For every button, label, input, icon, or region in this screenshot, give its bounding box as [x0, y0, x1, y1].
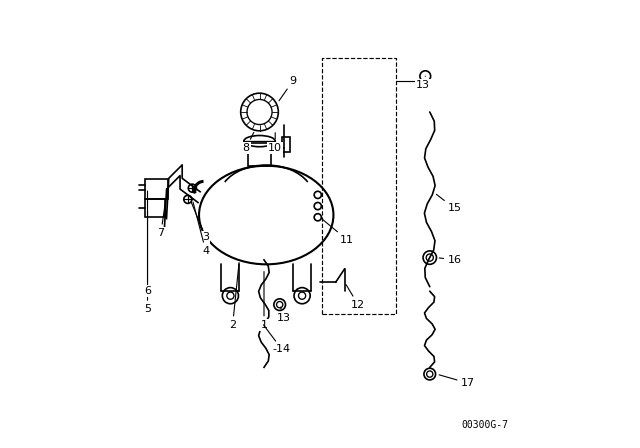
- Text: 13: 13: [277, 307, 291, 323]
- Text: 00300G-7: 00300G-7: [461, 420, 508, 430]
- Text: 1: 1: [260, 271, 268, 330]
- Text: 13: 13: [416, 76, 430, 90]
- Text: 11: 11: [322, 219, 354, 245]
- Text: -14: -14: [264, 325, 291, 354]
- Text: 3: 3: [191, 202, 209, 242]
- Text: 15: 15: [436, 194, 461, 213]
- Text: 7: 7: [157, 204, 165, 238]
- Text: 17: 17: [439, 375, 475, 388]
- Text: 2: 2: [229, 263, 239, 330]
- Text: 10: 10: [268, 133, 282, 153]
- Text: 12: 12: [346, 284, 365, 310]
- Text: 8: 8: [243, 133, 254, 153]
- Text: 5: 5: [144, 211, 151, 314]
- Text: 9: 9: [279, 76, 297, 101]
- Text: 16: 16: [439, 255, 461, 265]
- Text: 6: 6: [144, 191, 151, 296]
- Text: 4: 4: [193, 202, 209, 256]
